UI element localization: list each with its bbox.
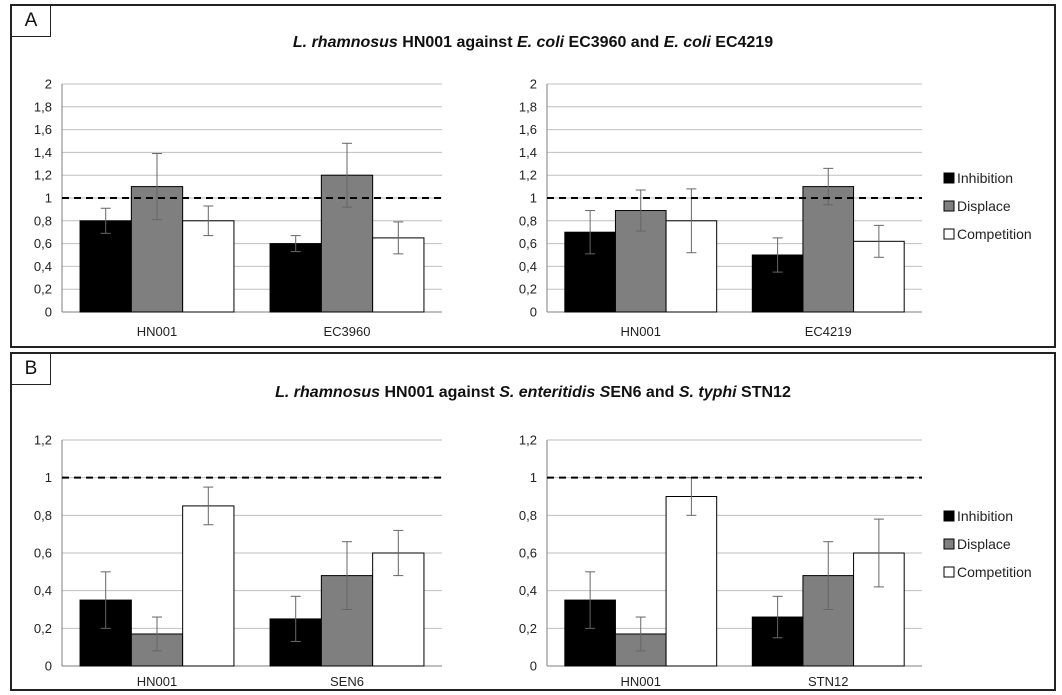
y-tick-label: 0,8 [34,213,52,228]
y-tick-label: 1,2 [34,168,52,183]
y-tick-label: 0 [45,305,52,320]
y-tick-label: 1,2 [519,433,537,448]
chart-hn001-stn12: 0 0,2 0,4 0,6 0,8 1 1,2 HN001 STN12 [519,433,922,689]
y-tick-label: 1,4 [34,145,52,160]
legend-label: Competition [957,226,1032,242]
panel-title: L. rhamnosus HN001 against S. enteritidi… [12,384,1054,402]
legend-label: Competition [957,564,1032,580]
title-part: HN001 against [380,384,500,401]
bar-inhibition [79,220,132,313]
title-part: L. rhamnosus [275,384,381,401]
x-tick-label: HN001 [137,324,177,339]
x-tick-label: SEN6 [330,674,364,689]
y-tick-label: 0,8 [519,508,537,523]
y-tick-label: 0,8 [519,213,537,228]
y-tick-label: 0,2 [34,282,52,297]
legend-label: Displace [957,198,1011,214]
legend-swatch [943,510,955,522]
chart-svg: 0 0,2 0,4 0,6 0,8 1 1,2 HN001 SEN6 0 0,2 0,4 0,6 0,8 1… [34,433,1032,690]
y-tick-label: 1,2 [34,433,52,448]
legend-label: Inhibition [957,170,1013,186]
legend-label: Inhibition [957,508,1013,524]
y-tick-label: 1,6 [34,122,52,137]
x-tick-label: HN001 [621,674,661,689]
title-part: E. coli [516,34,565,51]
y-tick-label: 0,6 [34,236,52,251]
x-tick-label: EC3960 [324,324,371,339]
y-tick-label: 0,2 [519,621,537,636]
y-tick-label: 1,8 [519,99,537,114]
y-tick-label: 1,4 [519,145,537,160]
title-part: L. rhamnosus [292,34,398,51]
y-tick-label: 0,4 [34,583,52,598]
y-tick-label: 1 [530,470,537,485]
legend-swatch [943,200,955,212]
title-part: E. coli [663,34,711,51]
title-part: EN6 and [610,384,679,401]
y-tick-label: 0,2 [34,621,52,636]
title-part: STN12 [736,384,791,401]
title-part: EC4219 [710,34,774,51]
x-tick-label: HN001 [621,324,661,339]
bar-competition [182,505,235,667]
title-part: S. typhi [678,384,737,401]
y-tick-label: 1 [45,470,52,485]
y-tick-label: 0,4 [34,259,52,274]
x-tick-label: HN001 [137,674,177,689]
legend-swatch [943,566,955,578]
x-tick-label: STN12 [808,674,848,689]
y-tick-label: 0 [530,305,537,320]
legend-swatch [943,538,955,550]
y-tick-label: 0,6 [519,236,537,251]
legend-swatch [943,228,955,240]
legend: Inhibition Displace Competition [943,508,1032,580]
x-tick-label: EC4219 [805,324,852,339]
y-tick-label: 0,4 [519,583,537,598]
y-tick-label: 1,2 [519,168,537,183]
y-tick-label: 0,6 [519,546,537,561]
y-tick-label: 2 [530,77,537,92]
y-tick-label: 0,4 [519,259,537,274]
legend-label: Displace [957,536,1011,552]
panel-letter: A [12,6,51,37]
bar-competition [665,496,718,667]
y-tick-label: 1,8 [34,99,52,114]
y-tick-label: 1 [530,191,537,206]
title-part: S. enteritidis S [499,384,611,401]
panel-a: A L. rhamnosus HN001 against E. coli EC3… [10,4,1056,348]
title-part: HN001 against [397,34,517,51]
y-tick-label: 0,2 [519,282,537,297]
bar-displace [802,186,855,313]
y-tick-label: 1,6 [519,122,537,137]
y-tick-label: 2 [45,77,52,92]
chart-hn001-ec4219: 0 0,2 0,4 0,6 0,8 1 1,2 1,4 1,6 1,8 2 HN001 EC4219 [519,77,922,339]
panel-b: B L. rhamnosus HN001 against S. enteriti… [10,352,1056,691]
chart-hn001-ec3960: 0 0,2 0,4 0,6 0,8 1 1,2 1,4 1,6 1,8 2 HN001 EC3960 [34,77,442,339]
y-tick-label: 1 [45,191,52,206]
panel-title: L. rhamnosus HN001 against E. coli EC396… [12,34,1054,52]
y-tick-label: 0,6 [34,546,52,561]
title-part: EC3960 and [564,34,664,51]
legend: Inhibition Displace Competition [943,170,1032,242]
y-tick-label: 0,8 [34,508,52,523]
legend-swatch [943,172,955,184]
chart-hn001-sen6: 0 0,2 0,4 0,6 0,8 1 1,2 HN001 SEN6 [34,433,442,689]
bar-inhibition [269,243,322,313]
panel-letter: B [12,354,51,385]
y-tick-label: 0 [530,659,537,674]
y-tick-label: 0 [45,659,52,674]
